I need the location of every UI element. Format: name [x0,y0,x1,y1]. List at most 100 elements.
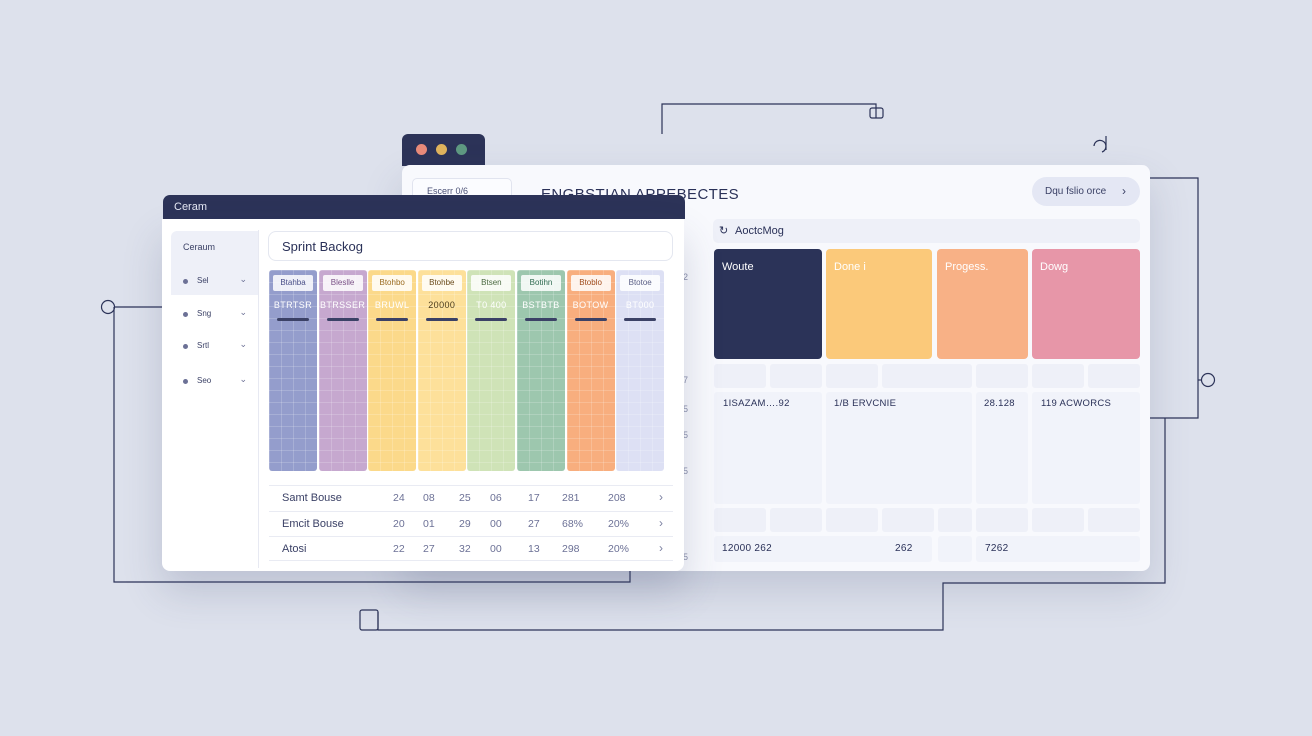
grid-divider-cell [1088,508,1140,532]
grid-cell[interactable] [1032,392,1140,504]
maximize-window-icon[interactable] [456,144,467,155]
front-window-titlebar: Ceram [163,195,685,219]
chevron-right-icon: › [659,490,663,504]
chevron-right-icon: › [1122,184,1126,198]
bullet-icon [183,379,188,384]
backlog-column[interactable]: Btohbo BRUWL [368,270,417,471]
chevron-down-icon: ⌄ [239,374,247,384]
sidebar-item-label: Sng [197,309,212,318]
summary-value: 20% [608,518,630,530]
summary-row[interactable]: Emcit Bouse 20 01 29 00 27 68% 20% › [269,511,673,536]
grid-header-cell [1088,364,1140,388]
sidebar-item-sel[interactable]: Sel ⌄ [183,274,247,290]
backlog-column[interactable]: Btohbe 20000 [417,270,466,471]
column-rule [475,318,508,321]
column-rule [525,318,557,321]
backlog-column[interactable]: Bleslle BTRSSER [318,270,367,471]
column-badge: Bleslle [322,275,363,291]
close-window-icon[interactable] [416,144,427,155]
sidebar-item-srtl[interactable]: Srtl ⌄ [183,339,247,355]
backlog-column[interactable]: Botihn BSTBTB [517,270,565,471]
summary-value: 281 [562,492,580,504]
summary-row[interactable]: Samt Bouse 24 08 25 06 17 281 208 › [269,485,673,510]
status-card-dowg[interactable]: Dowg [1032,249,1140,359]
side-digit: 5 [683,552,689,562]
grid-divider-cell [1032,508,1084,532]
column-value: 20000 [428,300,456,310]
summary-value: 17 [528,492,540,504]
column-badge: Btohbo [372,275,413,291]
grid-cell-text: 12000 262 [722,543,772,554]
column-badge: Btsen [471,275,512,291]
bullet-icon [183,279,188,284]
sidebar-item-label: Seo [197,376,212,385]
column-rule [425,318,458,321]
summary-value: 29 [459,518,471,530]
column-value: BOTOW [572,300,609,310]
summary-value: 208 [608,492,626,504]
front-window-title: Ceram [174,201,208,213]
grid-divider-cell [770,508,822,532]
side-digit: 5 [683,404,689,414]
summary-value: 20% [608,543,630,555]
column-value: BTRSSER [319,300,366,310]
page-title: Sprint Backog [268,231,673,261]
chevron-right-icon: › [659,541,663,555]
grid-header-cell [714,364,766,388]
status-card-woute[interactable]: Woute [714,249,822,359]
backlog-column[interactable]: Btotoe BT000 [616,270,665,471]
column-rule [277,318,309,321]
side-digit: 2 [683,272,689,282]
grid-divider-cell [826,508,878,532]
chevron-down-icon: ⌄ [239,339,247,349]
chevron-right-icon: › [659,516,663,530]
sidebar-item-seo[interactable]: Seo ⌄ [183,374,247,390]
column-value: BTRTSR [273,300,313,310]
summary-row-label: Samt Bouse [282,492,342,504]
column-badge: Botihn [521,275,561,291]
column-rule [624,318,657,321]
summary-row[interactable]: Atosi 22 27 32 00 13 298 20% › [269,536,673,561]
grid-header-cell [770,364,822,388]
grid-cell[interactable] [826,392,972,504]
status-card-progress[interactable]: Progess. [937,249,1028,359]
summary-value: 24 [393,492,405,504]
grid-cell[interactable] [938,536,972,562]
back-action-button[interactable]: Dqu fslio orce › [1032,177,1140,206]
summary-value: 22 [393,543,405,555]
grid-cell[interactable] [714,536,932,562]
summary-value: 32 [459,543,471,555]
backlog-column[interactable]: Btsen T0 400 [467,270,516,471]
grid-cell[interactable] [976,392,1028,504]
summary-value: 00 [490,543,502,555]
back-search-bar[interactable]: ↻ AoctcMog [713,219,1140,243]
grid-cell[interactable] [714,392,822,504]
back-window-titlebar [402,134,485,166]
backlog-column[interactable]: Btahba BTRTSR [269,270,317,471]
grid-header-cell [1032,364,1084,388]
grid-header-cell [882,364,972,388]
back-action-label: Dqu fslio orce [1045,186,1107,197]
minimize-window-icon[interactable] [436,144,447,155]
summary-row-label: Emcit Bouse [282,518,344,530]
grid-cell[interactable] [976,536,1140,562]
sidebar-item-sng[interactable]: Sng ⌄ [183,307,247,323]
summary-value: 27 [423,543,435,555]
side-digit: 5 [683,466,689,476]
sidebar-item-label: Sel [197,276,209,285]
grid-divider-cell [938,508,972,532]
bullet-icon [183,312,188,317]
status-card-done[interactable]: Done i [826,249,932,359]
grid-cell-text: 1/B ERVCNIE [834,398,897,409]
grid-cell-text: 262 [895,543,913,554]
summary-value: 01 [423,518,435,530]
summary-value: 08 [423,492,435,504]
column-value: T0 400 [476,300,507,310]
summary-value: 25 [459,492,471,504]
grid-divider-cell [976,508,1028,532]
side-digit: 5 [683,430,689,440]
sidebar-header: Ceraum [171,231,258,295]
backlog-column[interactable]: Btoblo BOTOW [566,270,615,471]
summary-row-label: Atosi [282,543,307,555]
